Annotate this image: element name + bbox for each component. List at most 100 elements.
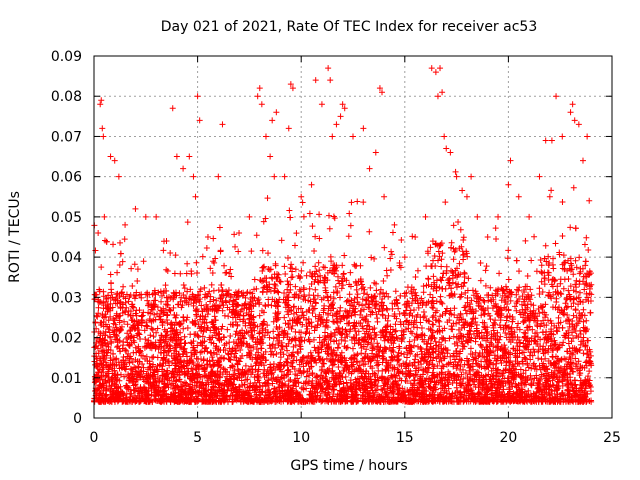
data-point	[346, 210, 353, 217]
data-point	[256, 312, 263, 319]
data-point	[555, 320, 562, 327]
data-point	[527, 381, 534, 388]
data-point	[542, 355, 549, 362]
data-point	[116, 328, 123, 335]
data-point	[539, 309, 546, 316]
data-point	[476, 303, 483, 310]
data-point	[583, 234, 590, 241]
data-point	[403, 354, 410, 361]
data-point	[316, 211, 323, 218]
data-point	[177, 270, 184, 277]
data-point	[404, 284, 411, 291]
data-point	[533, 268, 540, 275]
data-point	[305, 319, 312, 326]
data-point	[134, 278, 141, 285]
data-point	[181, 371, 188, 378]
data-point	[521, 289, 528, 296]
data-point	[92, 247, 99, 254]
data-point	[514, 286, 521, 293]
data-point	[521, 379, 528, 386]
data-point	[285, 352, 292, 359]
data-point	[206, 288, 213, 295]
data-point	[217, 369, 224, 376]
data-point	[490, 319, 497, 326]
data-point	[102, 311, 109, 318]
data-point	[231, 231, 238, 238]
data-point	[527, 286, 534, 293]
data-point	[384, 306, 391, 313]
data-point	[354, 291, 361, 298]
data-point	[147, 332, 154, 339]
data-point	[374, 357, 381, 364]
data-point	[94, 313, 101, 320]
data-point	[140, 364, 147, 371]
data-point	[173, 312, 180, 319]
data-point	[211, 259, 218, 266]
data-point	[514, 324, 521, 331]
data-point	[284, 278, 291, 285]
data-point	[401, 293, 408, 300]
data-point	[103, 352, 110, 359]
data-point	[219, 323, 226, 330]
data-point	[311, 278, 318, 285]
data-point	[394, 353, 401, 360]
data-point	[102, 372, 109, 379]
data-point	[189, 318, 196, 325]
data-point	[305, 315, 312, 322]
data-point	[519, 293, 526, 300]
data-point	[210, 287, 217, 294]
data-point	[539, 289, 546, 296]
data-point	[535, 348, 542, 355]
data-point	[196, 288, 203, 295]
data-point	[105, 317, 112, 324]
data-point	[312, 313, 319, 320]
data-point	[123, 347, 130, 354]
data-point	[226, 356, 233, 363]
data-point	[312, 233, 319, 240]
data-point	[315, 259, 322, 266]
data-point	[375, 367, 382, 374]
data-point	[578, 384, 585, 391]
data-point	[467, 351, 474, 358]
data-point	[569, 329, 576, 336]
data-point	[492, 225, 499, 232]
data-point	[270, 360, 277, 367]
data-point	[93, 291, 100, 298]
data-point	[545, 253, 552, 260]
data-point	[250, 324, 257, 331]
data-point	[520, 340, 527, 347]
data-point	[464, 294, 471, 301]
data-point	[316, 267, 323, 274]
data-point	[553, 373, 560, 380]
data-point	[437, 298, 444, 305]
data-point	[157, 343, 164, 350]
data-point	[164, 301, 171, 308]
data-point	[112, 374, 119, 381]
data-point	[228, 273, 235, 280]
data-point	[209, 306, 216, 313]
data-point	[326, 345, 333, 352]
data-point	[467, 328, 474, 335]
data-point	[215, 287, 222, 294]
data-point	[422, 388, 429, 395]
data-point	[559, 232, 566, 239]
data-point	[260, 218, 267, 225]
data-point	[298, 267, 305, 274]
data-point	[506, 359, 513, 366]
data-point	[222, 297, 229, 304]
data-point	[315, 353, 322, 360]
data-point	[173, 338, 180, 345]
data-point	[568, 338, 575, 345]
data-point	[550, 265, 557, 272]
data-point	[194, 342, 201, 349]
chart-title: Day 021 of 2021, Rate Of TEC Index for r…	[161, 19, 537, 35]
data-point	[411, 337, 418, 344]
data-point	[323, 316, 330, 323]
data-point	[281, 263, 288, 270]
data-point	[178, 357, 185, 364]
data-point	[269, 275, 276, 282]
data-point	[574, 365, 581, 372]
data-point	[464, 373, 471, 380]
data-point	[439, 350, 446, 357]
data-point	[585, 247, 592, 254]
